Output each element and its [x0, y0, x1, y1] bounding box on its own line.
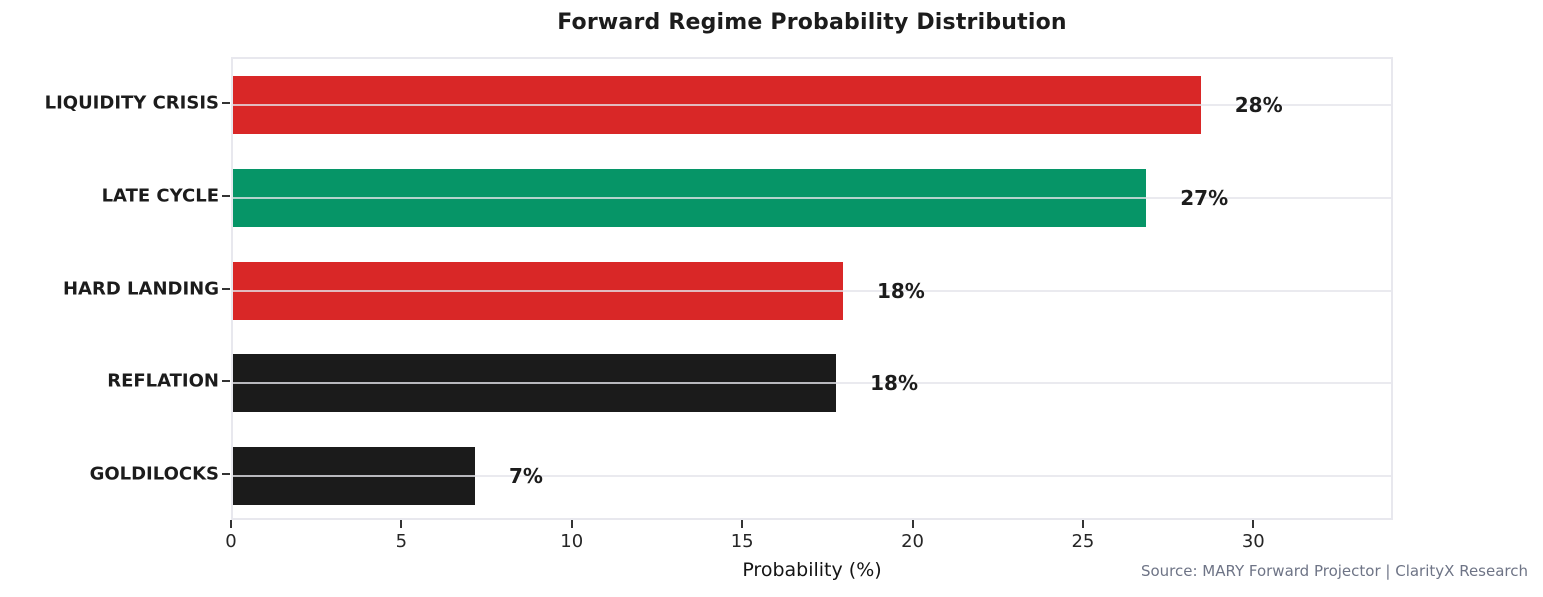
x-tick-mark	[400, 520, 403, 528]
x-tick-label: 25	[1071, 531, 1095, 552]
y-tick-mark	[222, 102, 230, 105]
value-label: 27%	[1180, 185, 1229, 210]
category-label: HARD LANDING	[62, 278, 219, 299]
y-axis-labels: LIQUIDITY CRISIS LATE CYCLE HARD LANDING RE…	[0, 57, 219, 520]
gridline	[233, 474, 1391, 477]
gridline	[233, 196, 1391, 199]
value-label: 28%	[1234, 93, 1283, 118]
category-label: LIQUIDITY CRISIS	[44, 92, 219, 114]
x-tick-label: 15	[730, 531, 754, 552]
gridline	[233, 289, 1391, 292]
category-label: REFLATION	[107, 370, 219, 392]
y-tick-mark	[222, 380, 230, 383]
chart-title: Forward Regime Probability Distribution	[557, 10, 1067, 35]
x-tick-label: 30	[1241, 531, 1265, 552]
x-tick-mark	[570, 520, 573, 528]
y-tick-mark	[222, 472, 230, 475]
category-label: LATE CYCLE	[101, 185, 219, 207]
value-label: 18%	[870, 371, 919, 396]
x-tick-mark	[911, 520, 914, 528]
x-tick-mark	[741, 520, 744, 528]
x-tick-label: 0	[225, 531, 237, 552]
gridline	[233, 382, 1391, 385]
category-label: GOLDILOCKS	[89, 463, 219, 485]
x-tick-label: 10	[560, 531, 584, 552]
gridline	[233, 104, 1391, 107]
value-label: 7%	[508, 463, 543, 488]
value-label: 18%	[876, 278, 925, 303]
x-tick-mark	[230, 520, 232, 528]
y-tick-mark	[222, 194, 230, 197]
y-tick-mark	[222, 287, 230, 290]
x-tick-mark	[1252, 520, 1255, 528]
x-tick-mark	[1081, 520, 1084, 528]
x-axis-title: Probability (%)	[742, 559, 882, 581]
x-tick-label: 20	[901, 531, 924, 552]
plot-area: 28% 27% 18% 18% 7%	[231, 57, 1393, 520]
x-tick-label: 5	[395, 531, 408, 552]
source-note: Source: MARY Forward Projector | Clarity…	[1140, 562, 1528, 580]
